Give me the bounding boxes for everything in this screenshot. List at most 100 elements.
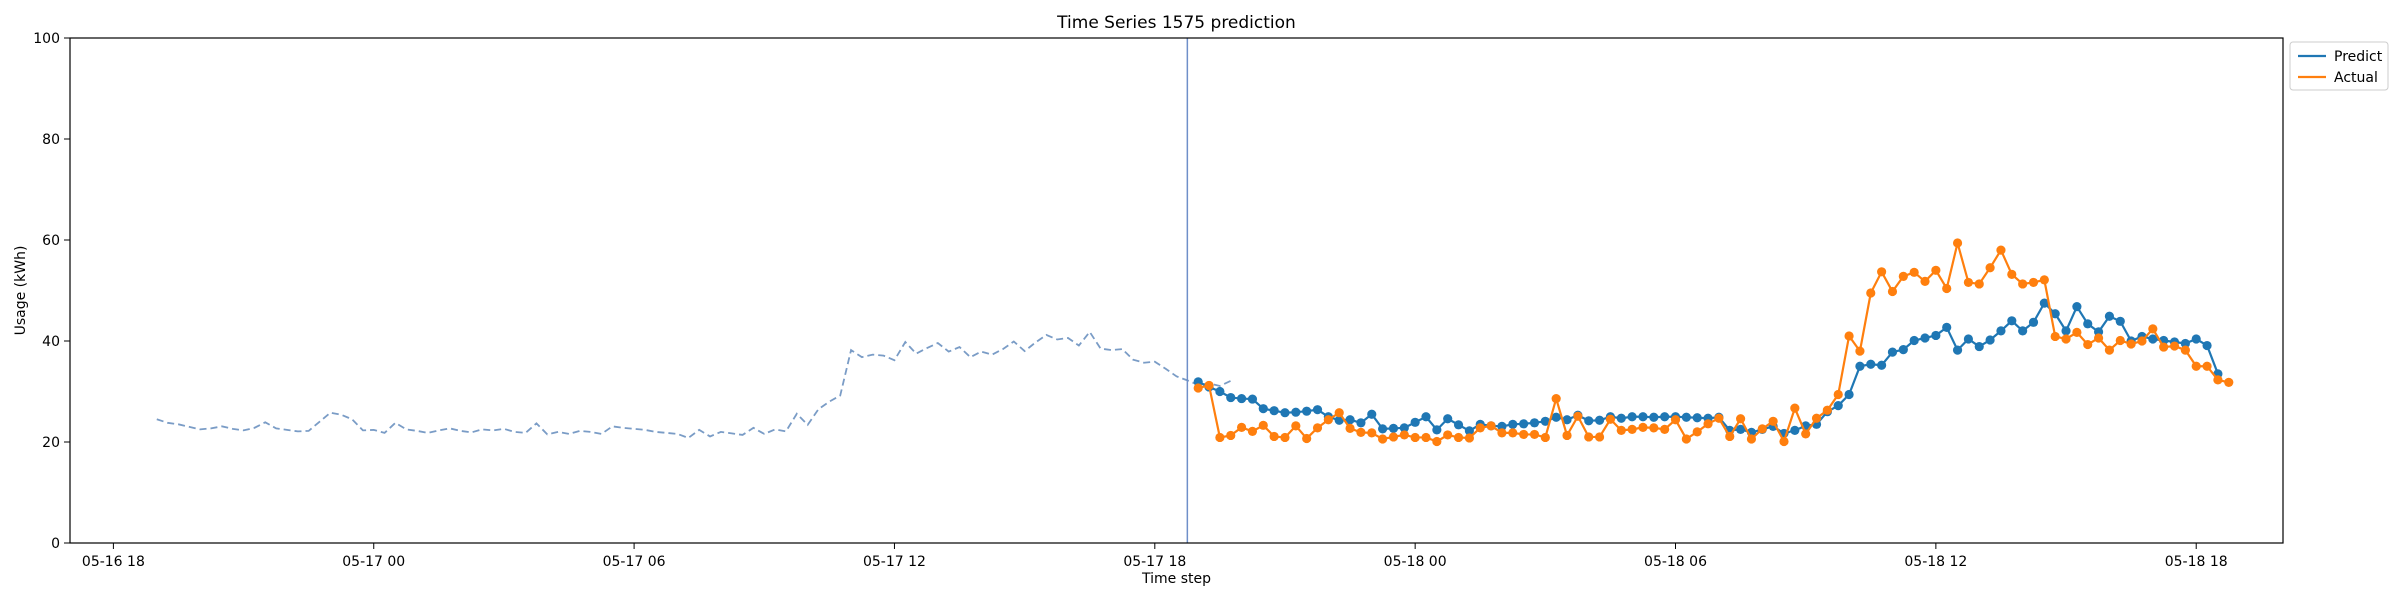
predict-point bbox=[1681, 412, 1691, 422]
predict-point bbox=[1692, 413, 1702, 423]
predict-point bbox=[1594, 415, 1605, 425]
y-tick-label: 80 bbox=[42, 132, 60, 148]
actual-point bbox=[1801, 429, 1811, 439]
predict-point bbox=[1226, 392, 1236, 403]
predict-point bbox=[1236, 393, 1247, 404]
predict-point bbox=[1963, 334, 1974, 344]
actual-point bbox=[1757, 424, 1767, 434]
actual-point bbox=[1660, 424, 1670, 434]
predict-point bbox=[1540, 416, 1550, 426]
actual-point bbox=[2159, 342, 2169, 352]
predict-point bbox=[1660, 412, 1670, 422]
actual-point bbox=[1345, 423, 1355, 433]
actual-point bbox=[1302, 433, 1312, 444]
actual-point bbox=[1562, 430, 1572, 441]
predict-point bbox=[1356, 418, 1366, 428]
predict-point bbox=[1508, 419, 1518, 429]
predict-point bbox=[1790, 425, 1800, 435]
predict-point bbox=[2180, 338, 2190, 349]
actual-point bbox=[1974, 279, 1984, 289]
predict-point bbox=[1584, 416, 1594, 426]
actual-point bbox=[1258, 420, 1268, 430]
predict-point bbox=[1551, 412, 1561, 422]
predict-point bbox=[1280, 408, 1290, 418]
actual-point bbox=[1215, 432, 1225, 443]
actual-point bbox=[2104, 345, 2115, 355]
actual-point bbox=[2115, 335, 2125, 346]
predict-point bbox=[2083, 319, 2093, 329]
actual-point bbox=[1638, 422, 1648, 432]
actual-point bbox=[1236, 422, 1247, 432]
actual-point bbox=[1269, 431, 1279, 442]
actual-point bbox=[1367, 428, 1377, 438]
actual-point bbox=[1519, 429, 1529, 440]
actual-point bbox=[1421, 432, 1431, 443]
plot-area bbox=[156, 38, 2234, 543]
actual-point bbox=[1649, 423, 1659, 433]
actual-point bbox=[1855, 346, 1865, 356]
actual-point bbox=[1887, 286, 1898, 297]
predict-point bbox=[1866, 359, 1876, 369]
predict-point bbox=[2191, 334, 2201, 344]
predict-point bbox=[2061, 326, 2071, 336]
x-tick-label: 05-18 12 bbox=[1904, 554, 1967, 570]
actual-point bbox=[1334, 408, 1344, 418]
predict-point bbox=[2039, 298, 2049, 308]
predict-point bbox=[1833, 401, 1843, 411]
actual-point bbox=[1280, 432, 1290, 443]
actual-point bbox=[1746, 434, 1757, 444]
actual-point bbox=[1193, 383, 1203, 393]
actual-point bbox=[1898, 271, 1908, 281]
predict-point bbox=[1410, 417, 1420, 427]
actual-point bbox=[1811, 413, 1822, 423]
actual-point bbox=[1432, 436, 1442, 447]
actual-point bbox=[1464, 433, 1474, 443]
predict-point bbox=[1464, 426, 1474, 436]
y-tick-label: 60 bbox=[42, 233, 60, 249]
actual-point bbox=[1573, 411, 1583, 421]
actual-point bbox=[1844, 331, 1854, 341]
predict-point bbox=[1399, 423, 1409, 433]
actual-point bbox=[1410, 432, 1420, 443]
actual-point bbox=[1551, 393, 1561, 404]
predict-point bbox=[1247, 394, 1258, 404]
actual-point bbox=[1399, 430, 1409, 440]
actual-point bbox=[1822, 405, 1832, 415]
x-tick-label: 05-17 18 bbox=[1123, 554, 1186, 570]
actual-point bbox=[1768, 416, 1778, 426]
predict-point bbox=[1974, 341, 1984, 352]
actual-point bbox=[2061, 334, 2071, 344]
predict-point bbox=[1388, 423, 1399, 433]
predict-point bbox=[1931, 330, 1941, 341]
actual-point bbox=[1204, 380, 1214, 391]
predict-point bbox=[1920, 333, 1930, 343]
predict-point bbox=[1443, 414, 1453, 424]
predict-point bbox=[1269, 406, 1279, 416]
actual-point bbox=[1529, 429, 1540, 440]
y-tick-label: 0 bbox=[51, 536, 60, 552]
predict-point bbox=[1302, 406, 1312, 416]
actual-point bbox=[1725, 431, 1735, 442]
predict-point bbox=[2202, 340, 2212, 351]
y-tick-label: 40 bbox=[42, 334, 60, 350]
actual-point bbox=[1323, 415, 1333, 425]
actual-point bbox=[2050, 331, 2060, 342]
actual-point bbox=[1942, 283, 1952, 294]
predict-point bbox=[1877, 360, 1887, 370]
actual-point bbox=[2148, 324, 2158, 334]
predict-point bbox=[1844, 389, 1854, 400]
predict-point bbox=[2007, 316, 2017, 326]
predict-point bbox=[1312, 405, 1323, 415]
actual-point bbox=[2039, 275, 2049, 285]
y-tick-label: 20 bbox=[42, 435, 60, 451]
predict-point bbox=[2050, 309, 2060, 319]
x-axis-ticks: 05-16 18 05-17 00 05-17 06 05-17 12 05-17 18… bbox=[82, 543, 2228, 570]
actual-point bbox=[1952, 238, 1963, 248]
predict-point bbox=[1562, 415, 1572, 425]
actual-point bbox=[2224, 377, 2234, 388]
predict-point bbox=[1952, 345, 1963, 355]
history-series-line bbox=[156, 330, 1232, 439]
actual-point bbox=[2169, 341, 2180, 351]
